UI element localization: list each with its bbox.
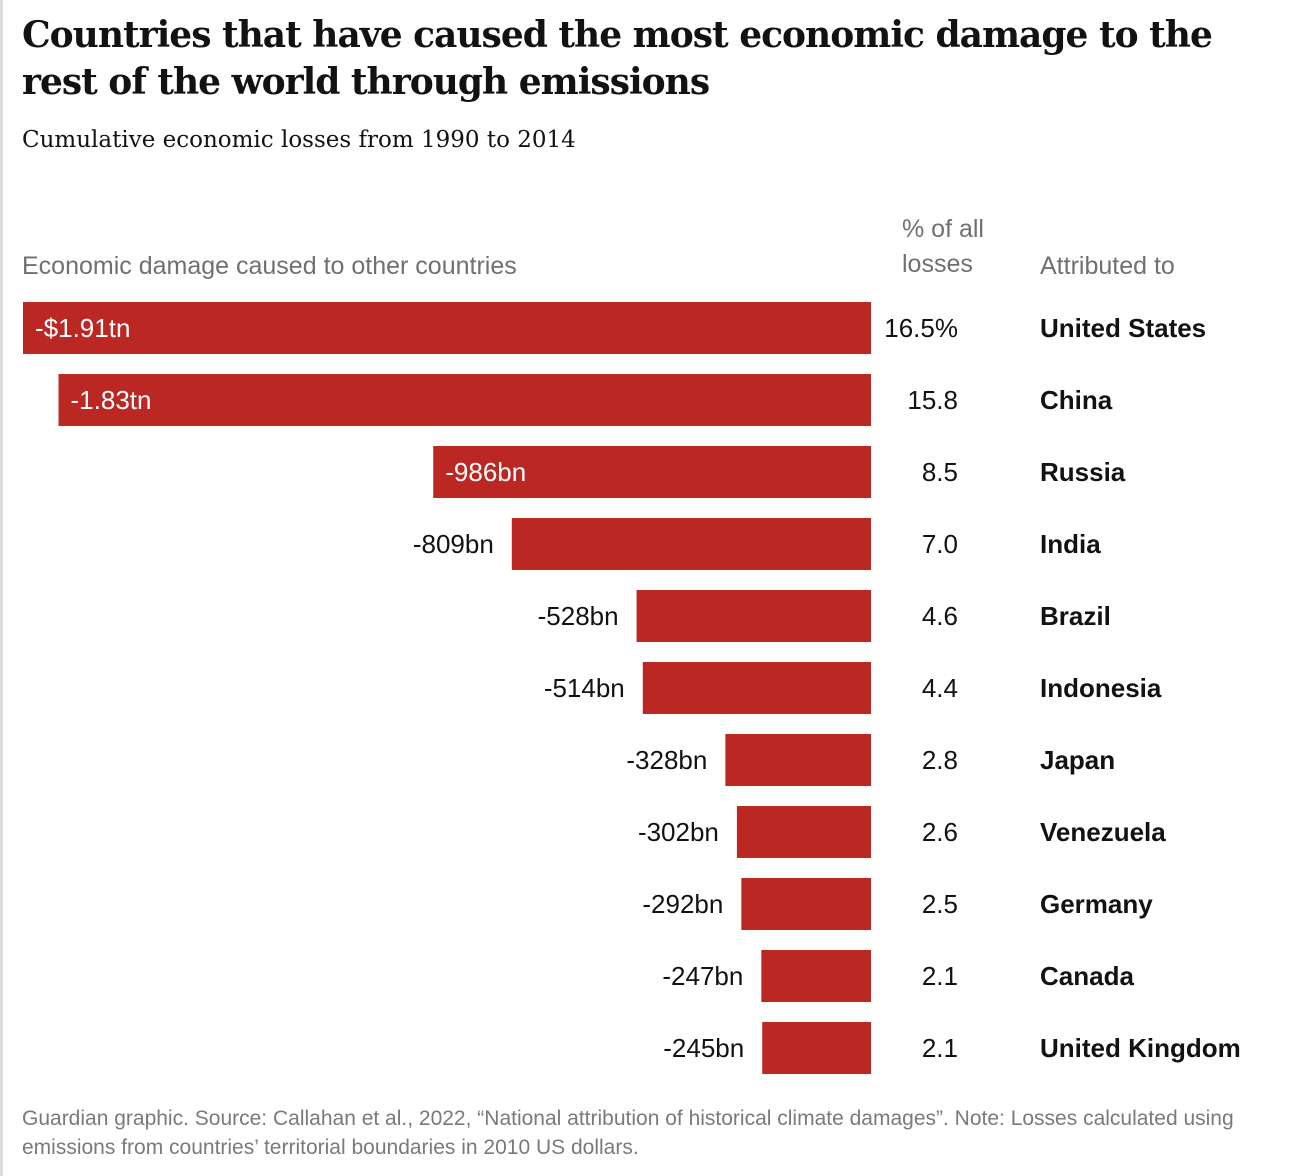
- country-label-russia: Russia: [1040, 457, 1126, 487]
- left-border-rule: [0, 0, 3, 1176]
- percent-label-japan: 2.8: [922, 745, 958, 775]
- country-label-india: India: [1040, 529, 1101, 559]
- percent-label-canada: 2.1: [922, 961, 958, 991]
- value-label-indonesia: -514bn: [544, 673, 625, 703]
- percent-label-russia: 8.5: [922, 457, 958, 487]
- country-label-united-states: United States: [1040, 313, 1206, 343]
- bar-russia: [433, 446, 871, 498]
- percent-label-india: 7.0: [922, 529, 958, 559]
- country-label-united-kingdom: United Kingdom: [1040, 1033, 1241, 1063]
- value-label-venezuela: -302bn: [638, 817, 719, 847]
- percent-label-united-kingdom: 2.1: [922, 1033, 958, 1063]
- country-label-china: China: [1040, 385, 1113, 415]
- percent-label-venezuela: 2.6: [922, 817, 958, 847]
- percent-label-germany: 2.5: [922, 889, 958, 919]
- bar-venezuela: [736, 806, 871, 858]
- percent-label-china: 15.8: [907, 385, 958, 415]
- value-label-brazil: -528bn: [538, 601, 619, 631]
- value-label-china: -1.83tn: [71, 385, 152, 415]
- percent-label-brazil: 4.6: [922, 601, 958, 631]
- value-label-united-states: -$1.91tn: [35, 313, 130, 343]
- bar-china: [58, 374, 872, 426]
- percent-label-united-states: 16.5%: [884, 313, 958, 343]
- bar-canada: [761, 950, 871, 1002]
- value-label-japan: -328bn: [626, 745, 707, 775]
- bar-brazil: [636, 590, 871, 642]
- damage-column-header: Economic damage caused to other countrie…: [22, 252, 517, 280]
- bar-indonesia: [642, 662, 871, 714]
- bar-germany: [741, 878, 871, 930]
- country-label-japan: Japan: [1040, 745, 1115, 775]
- country-label-germany: Germany: [1040, 889, 1153, 919]
- country-label-canada: Canada: [1040, 961, 1134, 991]
- chart-subtitle: Cumulative economic losses from 1990 to …: [22, 127, 576, 153]
- bar-chart: -$1.91tn 16.5% United States -1.83tn 15.8 Chi…: [23, 302, 1241, 1074]
- bar-japan: [725, 734, 871, 786]
- value-label-canada: -247bn: [662, 961, 743, 991]
- attributed-column-header: Attributed to: [1040, 252, 1175, 280]
- bar-united-kingdom: [762, 1022, 871, 1074]
- value-label-united-kingdom: -245bn: [663, 1033, 744, 1063]
- bar-united-states: [23, 302, 871, 354]
- country-label-brazil: Brazil: [1040, 601, 1111, 631]
- value-label-russia: -986bn: [445, 457, 526, 487]
- bar-india: [511, 518, 871, 570]
- percent-label-indonesia: 4.4: [922, 673, 958, 703]
- country-label-indonesia: Indonesia: [1040, 673, 1162, 703]
- source-footnote: Guardian graphic. Source: Callahan et al…: [22, 1107, 1234, 1159]
- value-label-india: -809bn: [413, 529, 494, 559]
- chart-title: Countries that have caused the most econ…: [22, 14, 1213, 103]
- percent-column-header: % of all losses: [902, 215, 984, 278]
- value-label-germany: -292bn: [642, 889, 723, 919]
- country-label-venezuela: Venezuela: [1040, 817, 1166, 847]
